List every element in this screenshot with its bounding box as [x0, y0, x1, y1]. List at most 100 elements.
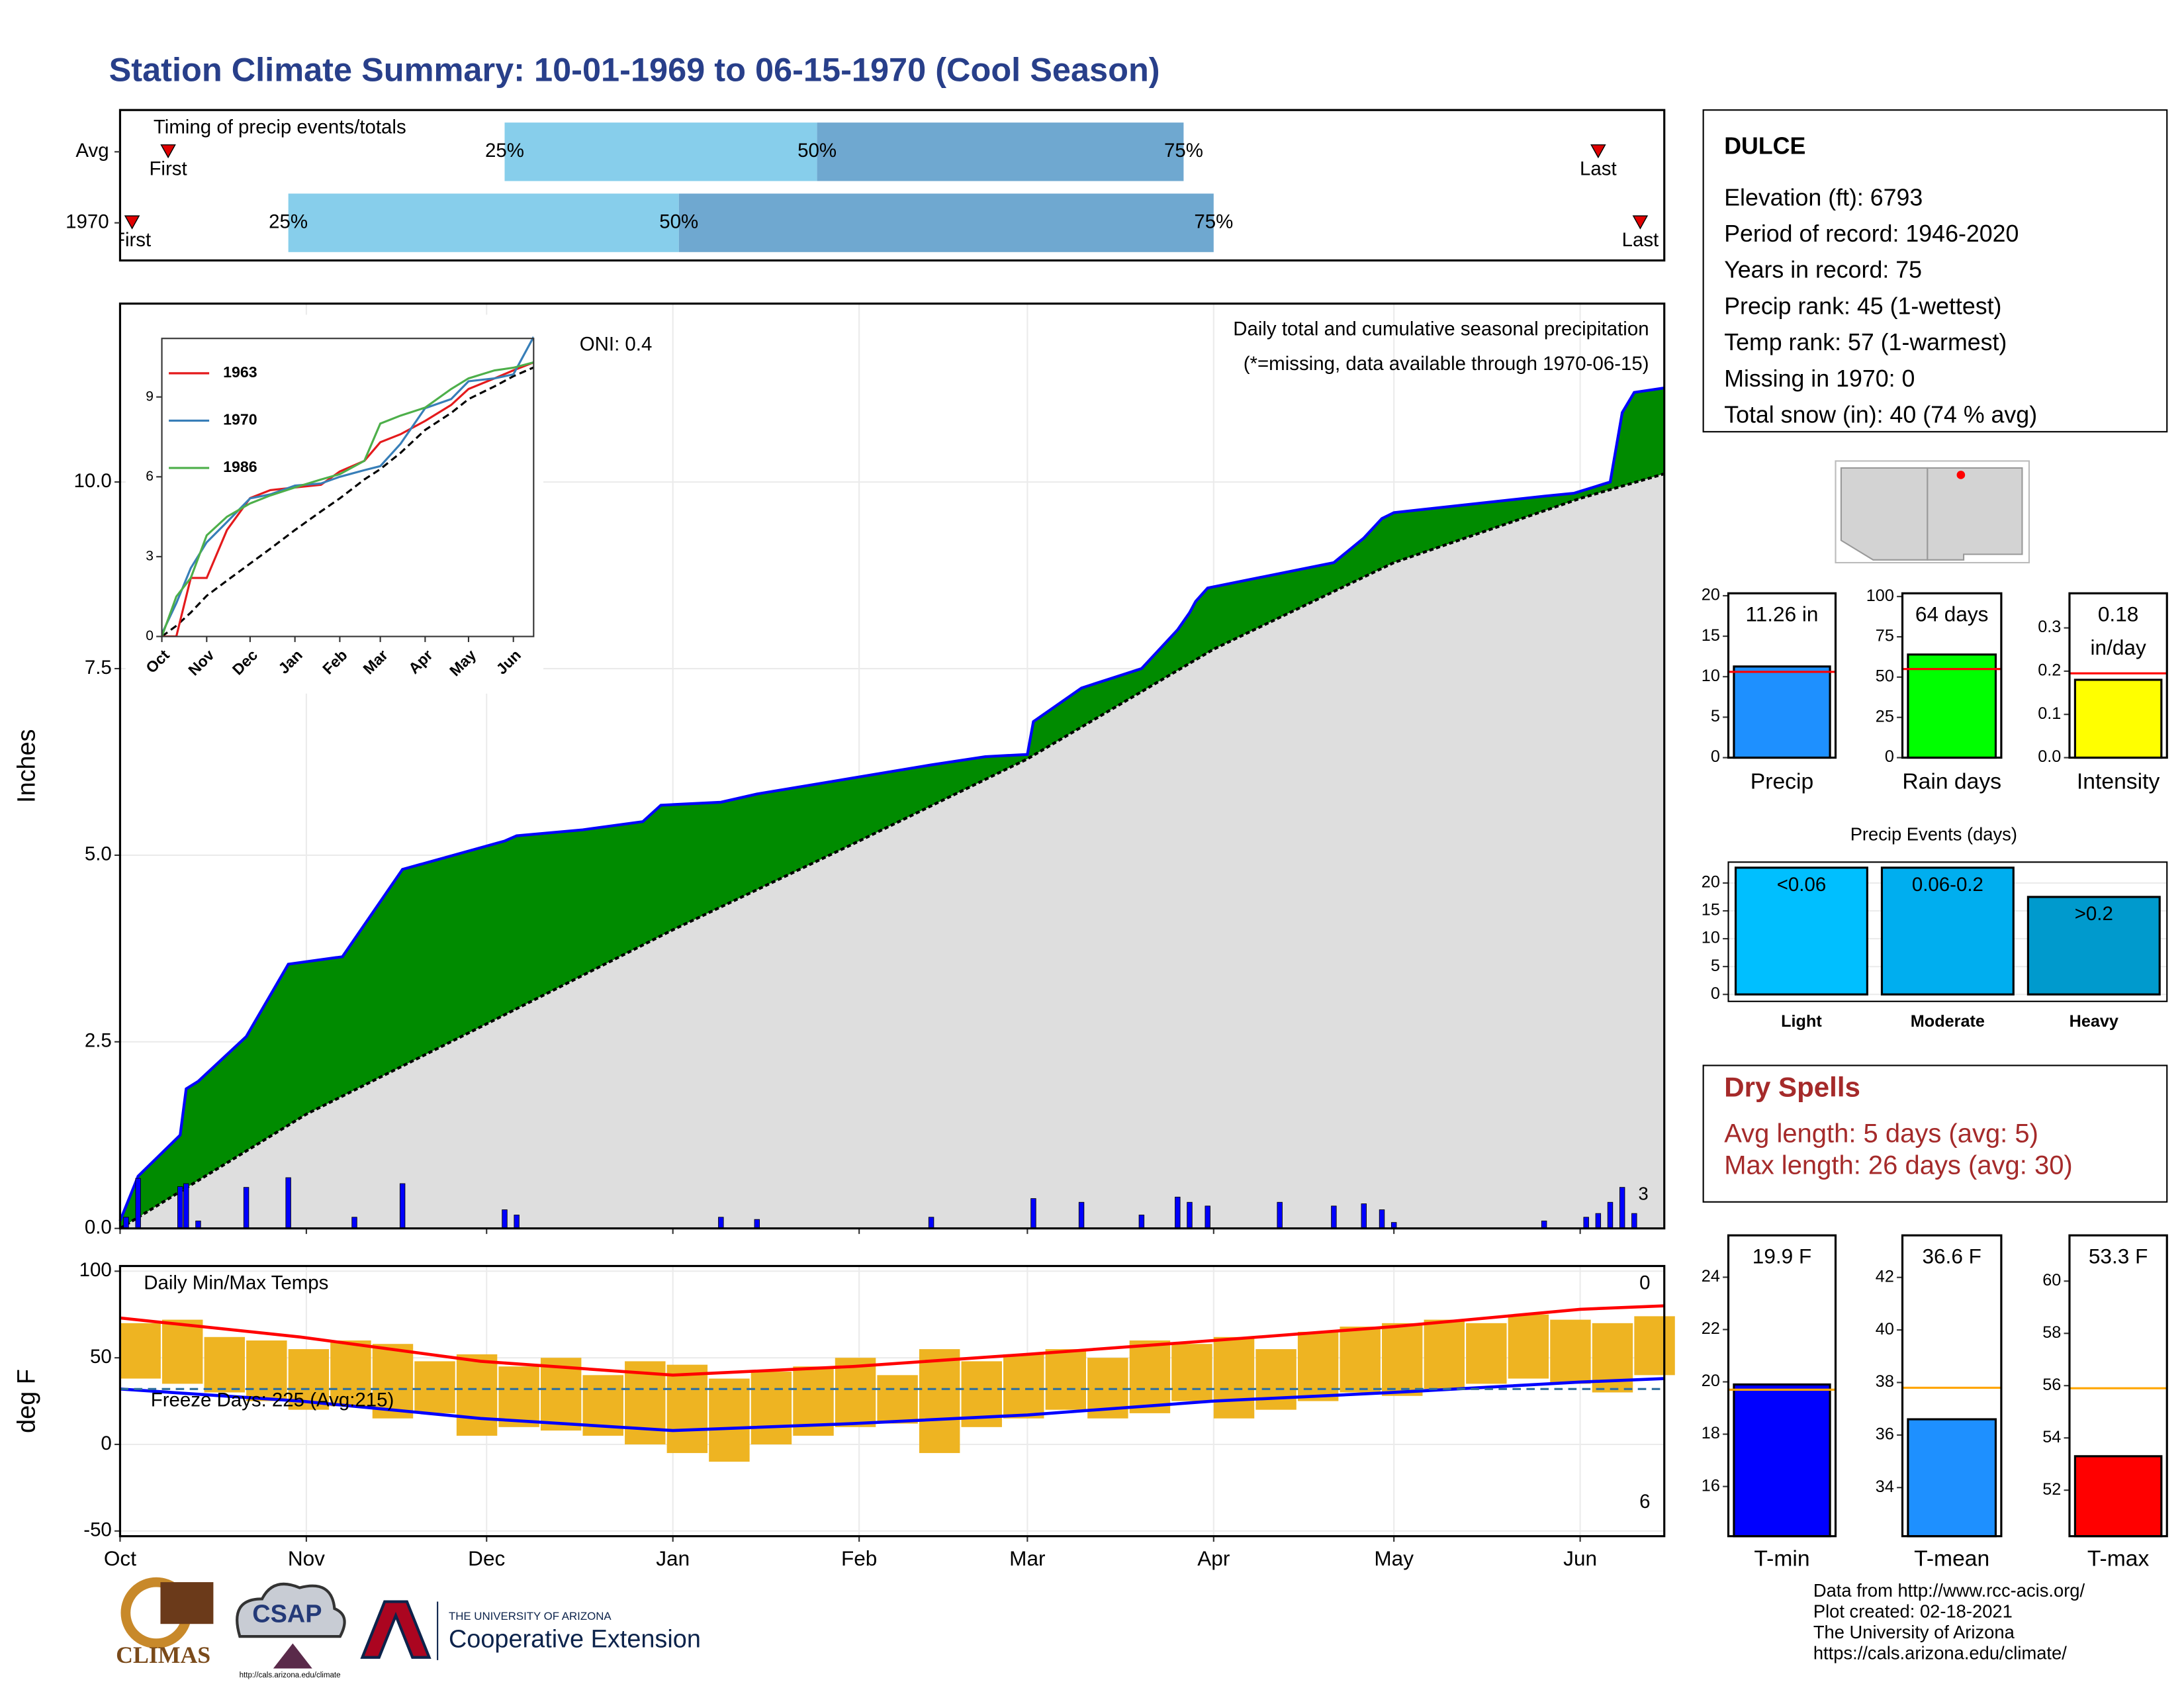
panel — [118, 303, 1666, 1230]
category-label: T-mean — [1914, 1546, 1989, 1571]
category-label: T-max — [2087, 1546, 2150, 1571]
x-tick-label: Feb — [841, 1546, 877, 1570]
chart-title: Precip Events (days) — [1850, 824, 2017, 845]
daily-bar — [195, 1220, 201, 1229]
temp-range-bar — [835, 1358, 876, 1427]
x-tick-label: Dec — [468, 1546, 505, 1570]
daily-bar — [1030, 1198, 1036, 1229]
footer-line: Plot created: 02-18-2021 — [1813, 1601, 2013, 1622]
daily-bar — [1187, 1201, 1193, 1229]
y-tick-label: 100 — [79, 1259, 112, 1281]
x-tick-label: Nov — [288, 1546, 325, 1570]
temp-range-bar — [498, 1366, 539, 1427]
events-chart: 0 5 10 15 20 <0.06 Light 0.06-0.2 Moderate >0.2 He… — [1702, 824, 2168, 1031]
y-tick-label: 0 — [1711, 747, 1720, 766]
dry-spells-line: Avg length: 5 days (avg: 5) — [1724, 1119, 2038, 1148]
y-tick-label: 20 — [1702, 1372, 1720, 1390]
temp-range-bar — [1550, 1319, 1591, 1384]
daily-bar — [754, 1219, 760, 1229]
panel — [118, 1264, 1666, 1538]
chart-title: Daily total and cumulative seasonal prec… — [1233, 318, 1649, 340]
bin-label: >0.2 — [2075, 903, 2113, 925]
y-tick-label: 0.0 — [85, 1216, 112, 1238]
chart-subtitle: (*=missing, data available through 1970-… — [1244, 353, 1649, 375]
y-tick-label: 52 — [2042, 1480, 2061, 1499]
y-tick-label: 3 — [146, 548, 154, 563]
station-box — [1702, 109, 2168, 433]
inset-lines — [161, 336, 534, 637]
annotation: Freeze Days: 225 (Avg:215) — [151, 1389, 394, 1411]
value-label-box: 19.9 F — [1752, 1245, 1811, 1269]
location-map — [1835, 460, 2030, 564]
y-tick-label: 56 — [2042, 1376, 2061, 1394]
event-marker — [160, 144, 176, 159]
y-axis-label: Inches — [13, 729, 41, 803]
y-tick-label: 0.2 — [2038, 661, 2061, 680]
value-label: 36.6 F — [1922, 1244, 1981, 1269]
y-tick-label: 20 — [1702, 873, 1720, 892]
temp-range-bar — [120, 1323, 161, 1379]
daily-bar — [243, 1187, 250, 1229]
series-line — [161, 361, 534, 637]
panel — [1901, 592, 2003, 759]
daily-bar — [1078, 1201, 1085, 1229]
temp-range-bar — [1213, 1336, 1255, 1419]
footer-line: https://cals.arizona.edu/climate/ — [1813, 1643, 2067, 1664]
quartile-label: 50% — [797, 140, 837, 162]
temp-range-bar — [1424, 1319, 1465, 1389]
summary-bar-chart: 0 5 10 15 20 11.26 in Precip — [1702, 586, 1837, 794]
y-tick-label: 0.1 — [2038, 704, 2061, 723]
y-tick-label: 7.5 — [85, 657, 112, 679]
daily-bar — [1631, 1213, 1637, 1229]
value-label-box: 64 days — [1915, 603, 1989, 627]
y-tick-label: 54 — [2042, 1428, 2061, 1446]
map-state — [1840, 467, 1929, 561]
temp-range-bar — [1129, 1340, 1171, 1413]
y-tick-label: 22 — [1702, 1319, 1720, 1338]
dry-spells-box — [1702, 1064, 2168, 1203]
y-tick-label: 2.5 — [85, 1030, 112, 1052]
daily-bar — [183, 1183, 189, 1229]
summary-bar — [1907, 653, 1997, 759]
summary-bar-chart: 52 54 56 58 60 53.3 F T-max — [2042, 1234, 2168, 1571]
quartile-label: 75% — [1164, 140, 1203, 162]
event-label: Last — [1580, 158, 1617, 179]
common-area — [120, 473, 1664, 1229]
legend-label: 1970 — [223, 411, 257, 428]
csap-icon — [273, 1643, 312, 1669]
temp-range-bar — [204, 1336, 245, 1393]
daily-bar — [718, 1217, 724, 1229]
row-label: 1970 — [66, 211, 109, 232]
quartile-bar — [504, 122, 817, 181]
quartile-label: 25% — [485, 140, 524, 162]
event-label: First — [149, 158, 187, 179]
normal-max-line — [120, 1304, 1664, 1377]
corner-note: 3 — [1639, 1183, 1649, 1203]
daily-bar — [123, 1217, 129, 1229]
row-label: Avg — [75, 140, 109, 162]
y-tick-label: 10 — [1702, 929, 1720, 947]
summary-bar-chart: 16 18 20 22 24 19.9 F T-min — [1702, 1234, 1837, 1571]
y-tick-label: 9 — [146, 389, 154, 404]
temp-range-bar — [1466, 1323, 1507, 1384]
station-line: Elevation (ft): 6793 — [1724, 184, 1923, 211]
temp-range-bar — [456, 1354, 498, 1436]
daily-bar — [1138, 1214, 1145, 1229]
footer-line: The University of Arizona — [1813, 1622, 2015, 1642]
bin-label: 0.06-0.2 — [1912, 874, 1983, 896]
chart-title: Daily Min/Max Temps — [144, 1272, 328, 1294]
x-tick-label: Oct — [104, 1546, 136, 1570]
value-label-box: 36.6 F — [1922, 1244, 1981, 1269]
daily-bar — [514, 1214, 520, 1229]
bar — [1734, 867, 1868, 996]
y-tick-label: 34 — [1876, 1477, 1894, 1496]
station-line: Years in record: 75 — [1724, 257, 1922, 283]
ua-logo — [360, 1600, 432, 1659]
station-line: Missing in 1970: 0 — [1724, 365, 1915, 392]
x-tick-label: Apr — [1197, 1546, 1230, 1570]
temp-range-bar — [372, 1344, 414, 1419]
temp-range-bar — [1171, 1344, 1212, 1401]
temp-range-bar — [1003, 1354, 1044, 1419]
quartile-label: 25% — [269, 211, 308, 232]
